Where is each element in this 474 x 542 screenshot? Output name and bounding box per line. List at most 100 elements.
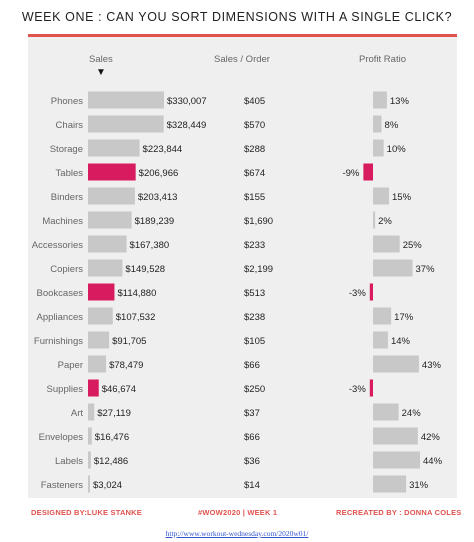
category-label[interactable]: Accessories bbox=[32, 240, 83, 251]
sales-bar bbox=[88, 331, 110, 349]
profit-ratio-label: 43% bbox=[422, 360, 442, 371]
category-label[interactable]: Fasteners bbox=[41, 480, 83, 491]
category-label[interactable]: Labels bbox=[55, 456, 83, 467]
sales-value-label: $149,528 bbox=[125, 264, 165, 275]
sales-bar bbox=[88, 451, 91, 469]
profit-ratio-label: -3% bbox=[349, 288, 366, 299]
sales-per-order-value: $66 bbox=[244, 432, 260, 443]
sales-bar bbox=[88, 355, 107, 373]
profit-ratio-bar bbox=[373, 235, 400, 253]
sales-per-order-value: $14 bbox=[244, 480, 260, 491]
profit-ratio-label: 24% bbox=[402, 408, 422, 419]
category-label[interactable]: Supplies bbox=[47, 384, 84, 395]
profit-ratio-label: 13% bbox=[390, 96, 410, 107]
header-profit-ratio[interactable]: Profit Ratio bbox=[359, 54, 406, 65]
category-label[interactable]: Paper bbox=[58, 360, 83, 371]
category-label[interactable]: Tables bbox=[56, 168, 84, 179]
sales-bar bbox=[88, 235, 127, 253]
sales-value-label: $114,880 bbox=[117, 288, 156, 299]
sales-per-order-value: $288 bbox=[244, 144, 265, 155]
header-sales[interactable]: Sales bbox=[89, 54, 113, 65]
profit-ratio-bar bbox=[373, 403, 399, 421]
sales-per-order-value: $238 bbox=[244, 312, 265, 323]
sales-bar bbox=[88, 91, 164, 109]
sales-value-label: $206,966 bbox=[139, 168, 179, 179]
profit-ratio-bar bbox=[373, 211, 376, 229]
sales-bar bbox=[88, 163, 136, 181]
sales-value-label: $91,705 bbox=[112, 336, 146, 347]
sales-value-label: $78,479 bbox=[109, 360, 143, 371]
profit-ratio-bar bbox=[369, 283, 373, 301]
sales-per-order-value: $105 bbox=[244, 336, 265, 347]
sales-value-label: $3,024 bbox=[93, 480, 122, 491]
sales-per-order-value: $513 bbox=[244, 288, 265, 299]
profit-ratio-label: -9% bbox=[342, 168, 359, 179]
profit-ratio-label: 31% bbox=[409, 480, 429, 491]
sales-bar bbox=[88, 211, 132, 229]
sales-per-order-value: $674 bbox=[244, 168, 265, 179]
sales-value-label: $16,476 bbox=[95, 432, 129, 443]
sales-per-order-value: $250 bbox=[244, 384, 265, 395]
sales-bar bbox=[88, 283, 115, 301]
sales-bar bbox=[88, 475, 90, 493]
profit-ratio-label: 44% bbox=[423, 456, 443, 467]
recreated-by-credit: RECREATED BY : DONNA COLES bbox=[336, 508, 462, 517]
sales-bar bbox=[88, 139, 140, 157]
category-label[interactable]: Art bbox=[71, 408, 84, 419]
sales-bar bbox=[88, 115, 164, 133]
profit-ratio-label: 37% bbox=[416, 264, 436, 275]
profit-ratio-bar bbox=[369, 379, 373, 397]
profit-ratio-bar bbox=[373, 475, 407, 493]
profit-ratio-bar bbox=[373, 355, 419, 373]
sales-per-order-value: $233 bbox=[244, 240, 265, 251]
profit-ratio-label: 25% bbox=[403, 240, 423, 251]
profit-ratio-bar bbox=[373, 307, 392, 325]
profit-ratio-bar bbox=[373, 115, 382, 133]
sales-per-order-value: $2,199 bbox=[244, 264, 273, 275]
page-title: WEEK ONE : CAN YOU SORT DIMENSIONS WITH … bbox=[21, 10, 453, 24]
sort-descending-icon[interactable]: ▼ bbox=[96, 67, 106, 78]
category-label[interactable]: Envelopes bbox=[39, 432, 84, 443]
sales-value-label: $189,239 bbox=[135, 216, 175, 227]
sales-value-label: $167,380 bbox=[130, 240, 170, 251]
sales-per-order-value: $1,690 bbox=[244, 216, 273, 227]
sales-per-order-value: $66 bbox=[244, 360, 260, 371]
sales-bar bbox=[88, 427, 92, 445]
category-label[interactable]: Machines bbox=[42, 216, 83, 227]
sales-per-order-value: $36 bbox=[244, 456, 260, 467]
profit-ratio-label: 10% bbox=[387, 144, 407, 155]
header-sales-per-order[interactable]: Sales / Order bbox=[214, 54, 270, 65]
profit-ratio-bar bbox=[373, 91, 387, 109]
profit-ratio-bar bbox=[373, 139, 384, 157]
sales-value-label: $223,844 bbox=[143, 144, 183, 155]
source-link[interactable]: http://www.workout-wednesday.com/2020w01… bbox=[165, 529, 309, 538]
profit-ratio-bar bbox=[363, 163, 373, 181]
week-tag: #WOW2020 | WEEK 1 bbox=[198, 508, 278, 517]
title-underline bbox=[28, 34, 457, 37]
category-label[interactable]: Appliances bbox=[37, 312, 84, 323]
sales-bar bbox=[88, 187, 135, 205]
sales-value-label: $107,532 bbox=[116, 312, 156, 323]
profit-ratio-label: 8% bbox=[385, 120, 399, 131]
sales-per-order-value: $37 bbox=[244, 408, 260, 419]
profit-ratio-label: 2% bbox=[378, 216, 392, 227]
category-label[interactable]: Bookcases bbox=[37, 288, 84, 299]
category-label[interactable]: Binders bbox=[51, 192, 83, 203]
category-label[interactable]: Chairs bbox=[56, 120, 84, 131]
category-label[interactable]: Phones bbox=[51, 96, 83, 107]
sales-per-order-value: $155 bbox=[244, 192, 265, 203]
sales-bar bbox=[88, 379, 99, 397]
sales-value-label: $12,486 bbox=[94, 456, 128, 467]
profit-ratio-label: 42% bbox=[421, 432, 441, 443]
profit-ratio-bar bbox=[373, 427, 418, 445]
profit-ratio-label: 17% bbox=[394, 312, 414, 323]
sales-bar bbox=[88, 307, 113, 325]
profit-ratio-bar bbox=[373, 187, 390, 205]
sales-value-label: $330,007 bbox=[167, 96, 207, 107]
category-label[interactable]: Furnishings bbox=[34, 336, 83, 347]
profit-ratio-label: 15% bbox=[392, 192, 412, 203]
designed-by-credit: DESIGNED BY:LUKE STANKE bbox=[31, 508, 142, 517]
category-label[interactable]: Storage bbox=[50, 144, 83, 155]
category-label[interactable]: Copiers bbox=[50, 264, 83, 275]
